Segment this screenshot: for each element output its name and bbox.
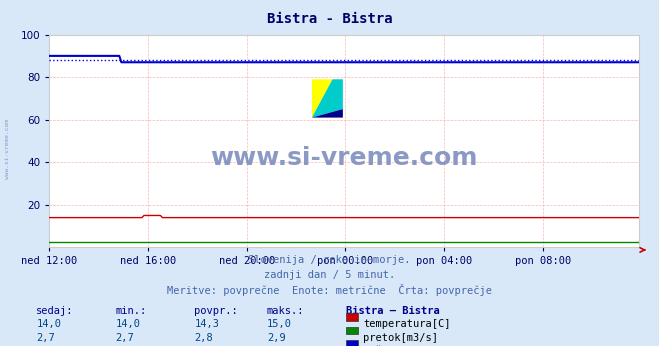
Text: zadnji dan / 5 minut.: zadnji dan / 5 minut. [264,270,395,280]
Text: sedaj:: sedaj: [36,306,74,316]
Text: 14,0: 14,0 [115,319,140,329]
Polygon shape [312,79,333,118]
Text: 15,0: 15,0 [267,319,292,329]
Text: www.si-vreme.com: www.si-vreme.com [211,146,478,170]
Text: 2,7: 2,7 [36,333,55,343]
Polygon shape [312,109,343,118]
Text: 2,7: 2,7 [115,333,134,343]
Text: pretok[m3/s]: pretok[m3/s] [363,333,438,343]
Text: 14,0: 14,0 [36,319,61,329]
Text: Slovenija / reke in morje.: Slovenija / reke in morje. [248,255,411,265]
Text: Bistra - Bistra: Bistra - Bistra [267,12,392,26]
Text: 2,9: 2,9 [267,333,285,343]
Text: Meritve: povprečne  Enote: metrične  Črta: povprečje: Meritve: povprečne Enote: metrične Črta:… [167,284,492,297]
Text: Bistra – Bistra: Bistra – Bistra [346,306,440,316]
Text: temperatura[C]: temperatura[C] [363,319,451,329]
Polygon shape [312,79,343,118]
Text: maks.:: maks.: [267,306,304,316]
Text: povpr.:: povpr.: [194,306,238,316]
Text: 2,8: 2,8 [194,333,213,343]
Text: 14,3: 14,3 [194,319,219,329]
Text: min.:: min.: [115,306,146,316]
Text: www.si-vreme.com: www.si-vreme.com [5,119,11,179]
